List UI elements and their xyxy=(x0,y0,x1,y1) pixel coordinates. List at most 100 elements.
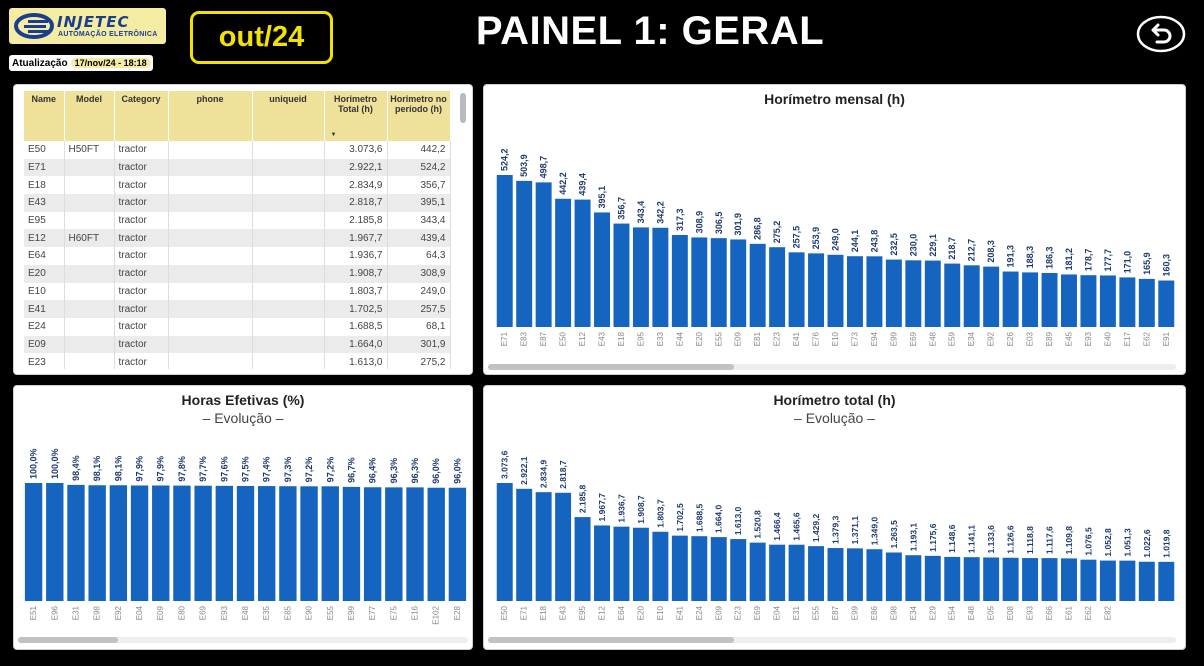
chart-bar[interactable] xyxy=(827,254,844,327)
chart-bar[interactable] xyxy=(236,485,255,601)
table-row[interactable]: E64 tractor 1.936,7 64,3 xyxy=(24,247,451,265)
chart-bar[interactable] xyxy=(613,223,630,327)
chart-bar[interactable] xyxy=(710,537,727,601)
chart-bar[interactable] xyxy=(788,544,805,601)
chart-bar[interactable] xyxy=(846,256,863,327)
table-row[interactable]: E24 tractor 1.688,5 68,1 xyxy=(24,317,451,336)
col-header-model[interactable]: Model xyxy=(64,91,115,141)
vehicle-table-wrapper[interactable]: Name Model Category phone uniqueid Horim… xyxy=(24,91,466,369)
chart-bar[interactable] xyxy=(944,263,961,327)
month-badge[interactable]: out/24 xyxy=(190,11,333,64)
chart-bar[interactable] xyxy=(808,253,825,327)
chart-bar[interactable] xyxy=(555,492,572,601)
chart-bar[interactable] xyxy=(1002,557,1019,601)
chart-scroll-thumb[interactable] xyxy=(488,364,734,370)
chart-bar[interactable] xyxy=(671,234,688,327)
chart-bar[interactable] xyxy=(1158,280,1175,327)
chart-bar[interactable] xyxy=(1041,558,1058,601)
chart-bar[interactable] xyxy=(258,486,276,601)
chart-bar[interactable] xyxy=(535,492,552,601)
chart-bar[interactable] xyxy=(1099,275,1116,327)
table-row[interactable]: E20 tractor 1.908,7 308,9 xyxy=(24,264,451,283)
chart-bar[interactable] xyxy=(632,227,649,327)
chart-scroll-track[interactable] xyxy=(488,637,1176,643)
col-header-phone[interactable]: phone xyxy=(168,91,253,141)
chart-bar[interactable] xyxy=(944,556,961,601)
chart-bar[interactable] xyxy=(691,536,708,601)
chart-bar[interactable] xyxy=(574,517,591,601)
chart-bar[interactable] xyxy=(963,265,980,327)
col-header-name[interactable]: Name xyxy=(24,91,65,141)
col-header-uniqueid[interactable]: uniqueid xyxy=(252,91,325,141)
chart-bar[interactable] xyxy=(1022,272,1039,327)
chart-bar[interactable] xyxy=(427,487,445,601)
chart-scroll-thumb[interactable] xyxy=(18,637,118,643)
col-header-category[interactable]: Category xyxy=(114,91,169,141)
chart-bar[interactable] xyxy=(1080,275,1097,327)
chart-bar[interactable] xyxy=(215,485,233,601)
table-row[interactable]: E10 tractor 1.803,7 249,0 xyxy=(24,282,451,301)
chart-bar[interactable] xyxy=(555,198,572,327)
chart-bar[interactable] xyxy=(671,535,688,601)
chart-bar[interactable] xyxy=(516,180,533,327)
chart-bar[interactable] xyxy=(516,488,533,601)
chart-scroll-thumb[interactable] xyxy=(488,637,734,643)
chart-bar[interactable] xyxy=(1061,274,1077,327)
chart-bar[interactable] xyxy=(1022,558,1039,601)
chart-bar[interactable] xyxy=(152,485,170,601)
chart-bar[interactable] xyxy=(983,557,1000,601)
col-header-horimetro-periodo[interactable]: Horimetro no período (h) xyxy=(387,91,451,141)
chart-bar[interactable] xyxy=(632,527,649,601)
chart-bar[interactable] xyxy=(321,486,339,601)
chart-bar[interactable] xyxy=(924,260,941,327)
chart-bar[interactable] xyxy=(808,546,825,601)
chart-bar[interactable] xyxy=(342,486,361,601)
chart-bar[interactable] xyxy=(594,525,610,601)
chart-bar[interactable] xyxy=(924,555,941,601)
table-row[interactable]: E18 tractor 2.834,9 356,7 xyxy=(24,176,451,195)
chart-bar[interactable] xyxy=(1002,271,1019,327)
table-vertical-scrollbar[interactable] xyxy=(460,93,466,123)
chart-bar[interactable] xyxy=(827,548,844,601)
chart-bar[interactable] xyxy=(1119,560,1136,601)
chart-bar[interactable] xyxy=(46,483,64,601)
chart-bar[interactable] xyxy=(866,256,883,327)
chart-bar[interactable] xyxy=(363,487,382,601)
table-row[interactable]: E43 tractor 2.818,7 395,1 xyxy=(24,194,451,212)
chart-bar[interactable] xyxy=(448,487,467,601)
chart-bar[interactable] xyxy=(594,212,610,327)
chart-bar[interactable] xyxy=(496,483,513,601)
chart-bar[interactable] xyxy=(574,199,591,327)
chart-bar[interactable] xyxy=(1041,272,1058,327)
chart-bar[interactable] xyxy=(406,487,424,601)
chart-bar[interactable] xyxy=(1138,278,1155,327)
chart-bar[interactable] xyxy=(866,549,883,601)
chart-bar[interactable] xyxy=(788,252,805,327)
chart-bar[interactable] xyxy=(496,175,513,327)
chart-bar[interactable] xyxy=(769,544,786,601)
chart-bar[interactable] xyxy=(652,531,669,601)
table-row[interactable]: E50 H50FT tractor 3.073,6 442,2 xyxy=(24,141,451,159)
chart-bar[interactable] xyxy=(535,182,552,327)
back-button[interactable] xyxy=(1136,15,1186,53)
chart-bar[interactable] xyxy=(1138,561,1155,601)
chart-bar[interactable] xyxy=(385,487,403,601)
chart-bar[interactable] xyxy=(710,238,727,327)
chart-bar[interactable] xyxy=(885,552,902,601)
chart-bar[interactable] xyxy=(194,485,212,601)
chart-bar[interactable] xyxy=(1080,559,1097,601)
chart-bar[interactable] xyxy=(885,259,902,327)
table-row[interactable]: E41 tractor 1.702,5 257,5 xyxy=(24,300,451,318)
table-row[interactable]: E23 tractor 1.613,0 275,2 xyxy=(24,353,451,369)
chart-scroll-track[interactable] xyxy=(488,364,1176,370)
chart-bar[interactable] xyxy=(1099,560,1116,601)
col-header-horimetro-total[interactable]: Horimetro Total (h) ▼ xyxy=(324,91,388,141)
chart-bar[interactable] xyxy=(613,526,630,601)
chart-bar[interactable] xyxy=(1061,558,1077,601)
chart-bar[interactable] xyxy=(279,486,297,601)
chart-bar[interactable] xyxy=(1119,277,1136,327)
chart-bar[interactable] xyxy=(1158,561,1175,601)
chart-bar[interactable] xyxy=(846,548,863,601)
chart-bar[interactable] xyxy=(749,542,766,601)
table-row[interactable]: E95 tractor 2.185,8 343,4 xyxy=(24,211,451,230)
